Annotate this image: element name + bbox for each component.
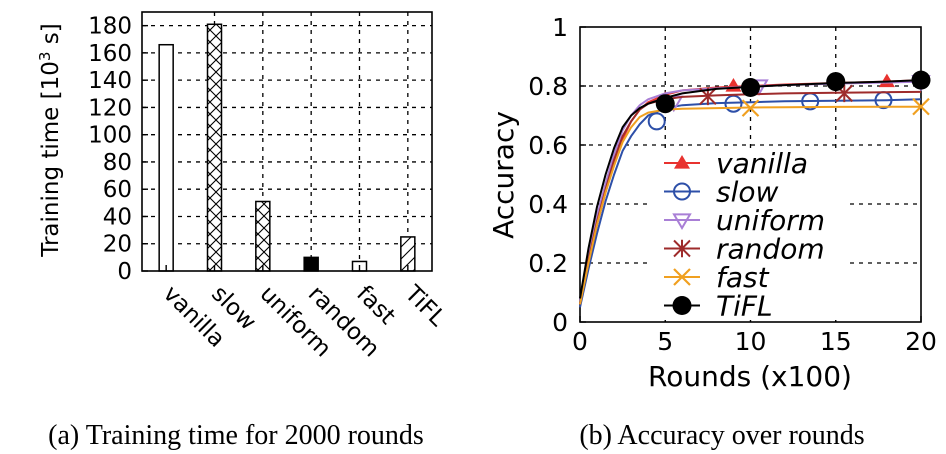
data-point-TiFL <box>911 70 931 90</box>
legend-label: vanilla <box>716 147 808 180</box>
line-chart-caption: (b) Accuracy over rounds <box>579 420 864 451</box>
bar-y-tick-label: 180 <box>88 14 132 40</box>
line-chart-y-axis-label: Accuracy <box>487 111 520 239</box>
legend-item-slow: slow <box>664 176 778 209</box>
bar-y-tick-label: 80 <box>103 150 132 176</box>
bar-x-tick-label: TiFL <box>399 280 451 332</box>
line-y-tick-label: 0.6 <box>528 131 568 160</box>
accuracy-line-chart: 0 0.2 0.4 0.6 0.8 1 0 5 10 15 20 vanillaslowunifo… <box>487 13 937 451</box>
bar-y-tick-label: 20 <box>103 232 132 258</box>
data-point-fast <box>741 99 760 117</box>
bar-chart-grid <box>142 12 432 271</box>
series-line-TiFL <box>579 79 922 299</box>
line-y-tick-label: 0 <box>552 308 568 337</box>
bar-y-tick-label: 120 <box>88 95 132 121</box>
data-point-TiFL <box>826 72 846 92</box>
legend-swatch-marker <box>673 182 691 201</box>
bar-chart-y-axis-label: Training time [103 s] <box>36 23 64 257</box>
line-y-tick-label: 0.4 <box>528 190 568 219</box>
line-x-tick-label: 5 <box>657 327 673 356</box>
line-x-tick-label: 0 <box>572 327 588 356</box>
legend-label: uniform <box>716 204 825 237</box>
legend-swatch-marker <box>673 239 691 258</box>
line-y-tick-label: 1 <box>552 13 568 42</box>
legend-item-TiFL: TiFL <box>664 290 773 323</box>
legend-label: random <box>716 233 825 266</box>
bar-y-tick-label: 100 <box>88 123 132 149</box>
line-x-tick-label: 15 <box>820 327 852 356</box>
legend-swatch-marker <box>673 268 691 286</box>
legend-background <box>648 148 848 320</box>
legend-item-fast: fast <box>664 261 770 294</box>
data-point-slow <box>647 112 666 131</box>
legend-item-random: random <box>664 233 825 266</box>
line-chart-series <box>579 70 931 308</box>
legend-label: TiFL <box>716 290 773 323</box>
bar-y-tick-label: 0 <box>117 259 132 285</box>
legend-swatch-marker <box>672 213 692 230</box>
line-y-tick-label: 0.8 <box>528 72 568 101</box>
line-chart-x-ticks: 0 5 10 15 20 <box>572 316 937 356</box>
data-point-fast <box>912 97 930 116</box>
data-point-TiFL <box>655 94 675 114</box>
line-y-tick-label: 0.2 <box>528 249 568 278</box>
bar-chart-frame <box>141 11 433 272</box>
bar-y-tick-label: 160 <box>88 41 132 67</box>
legend-item-vanilla: vanilla <box>664 147 808 180</box>
line-x-tick-label: 20 <box>905 327 937 356</box>
series-TiFL <box>579 70 931 299</box>
series-line-fast <box>579 105 921 305</box>
line-chart-y-ticks: 0 0.2 0.4 0.6 0.8 1 <box>528 13 586 337</box>
bar-vanilla <box>158 43 174 272</box>
bar-chart-caption: (a) Training time for 2000 rounds <box>48 420 424 451</box>
line-x-tick-label: 10 <box>735 327 767 356</box>
legend-label: fast <box>716 261 770 294</box>
bar-y-tick-label: 140 <box>88 68 132 94</box>
series-fast <box>579 97 930 305</box>
bar-slow <box>206 23 223 272</box>
legend-swatch-marker <box>674 155 690 169</box>
line-chart-x-axis-label: Rounds (x100) <box>648 360 852 393</box>
data-point-TiFL <box>741 77 760 97</box>
legend-item-uniform: uniform <box>664 204 825 237</box>
bar-chart-bars <box>158 23 416 272</box>
legend-swatch-marker <box>672 296 692 315</box>
bar-y-tick-label: 60 <box>103 177 132 203</box>
data-point-vanilla <box>878 73 895 88</box>
legend-label: slow <box>716 176 778 209</box>
data-point-vanilla <box>725 78 742 92</box>
bar-uniform <box>255 200 271 272</box>
bar-y-tick-label: 40 <box>103 204 132 230</box>
